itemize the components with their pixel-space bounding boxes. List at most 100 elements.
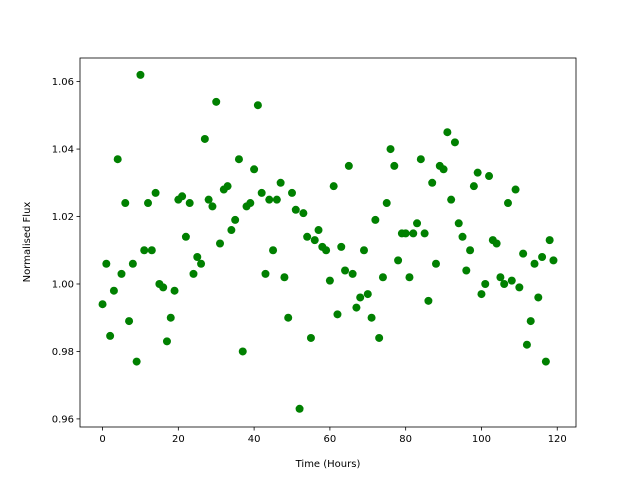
point: [246, 199, 255, 208]
point: [128, 259, 137, 268]
point: [162, 337, 171, 346]
point: [117, 269, 126, 278]
point: [329, 182, 338, 191]
point: [325, 276, 334, 285]
point: [276, 178, 285, 187]
point: [409, 229, 418, 238]
point: [549, 256, 558, 265]
point: [227, 226, 236, 235]
point: [375, 333, 384, 342]
point: [382, 199, 391, 208]
point: [140, 246, 149, 255]
point: [511, 185, 520, 194]
x-tick-label: 80: [399, 434, 412, 445]
point: [462, 266, 471, 275]
point: [159, 283, 168, 292]
point: [454, 219, 463, 228]
point: [166, 313, 175, 322]
point: [394, 256, 403, 265]
point: [416, 155, 425, 164]
point: [522, 340, 531, 349]
point: [269, 246, 278, 255]
point: [371, 215, 380, 224]
point: [492, 239, 501, 248]
point: [519, 249, 528, 258]
point: [132, 357, 141, 366]
point: [356, 293, 365, 302]
point: [359, 246, 368, 255]
point: [344, 161, 353, 170]
point: [534, 293, 543, 302]
x-tick-label: 100: [472, 434, 491, 445]
x-tick-label: 40: [248, 434, 261, 445]
point: [469, 182, 478, 191]
point: [413, 219, 422, 228]
point: [109, 286, 118, 295]
point: [322, 246, 331, 255]
point: [170, 286, 179, 295]
point: [515, 283, 524, 292]
point: [481, 279, 490, 288]
point: [428, 178, 437, 187]
point: [306, 333, 315, 342]
point: [189, 269, 198, 278]
point: [530, 259, 539, 268]
point: [102, 259, 111, 268]
point: [447, 195, 456, 204]
point: [337, 242, 346, 251]
point: [121, 199, 130, 208]
point: [291, 205, 300, 214]
point: [288, 188, 297, 197]
point: [284, 313, 293, 322]
point: [485, 172, 494, 181]
point: [314, 226, 323, 235]
point: [390, 161, 399, 170]
point: [431, 259, 440, 268]
point: [443, 128, 452, 137]
point: [265, 195, 274, 204]
y-tick-label: 0.96: [52, 414, 74, 425]
point: [250, 165, 259, 174]
point: [439, 165, 448, 174]
point: [193, 253, 202, 262]
point: [352, 303, 361, 312]
point: [378, 273, 387, 282]
point: [367, 313, 376, 322]
point: [420, 229, 429, 238]
point: [178, 192, 187, 201]
point: [234, 155, 243, 164]
point: [496, 273, 505, 282]
point: [526, 317, 535, 326]
point: [208, 202, 217, 211]
plot-frame: [79, 57, 577, 428]
point: [231, 215, 240, 224]
point: [223, 182, 232, 191]
y-tick-label: 1.00: [52, 279, 74, 290]
point: [333, 310, 342, 319]
x-tick-label: 20: [172, 434, 185, 445]
point: [181, 232, 190, 241]
point: [473, 168, 482, 177]
point: [541, 357, 550, 366]
y-tick-label: 0.98: [52, 347, 74, 358]
y-tick-label: 1.04: [52, 145, 74, 156]
point: [280, 273, 289, 282]
point: [386, 145, 395, 154]
point: [136, 70, 145, 79]
point: [363, 290, 372, 299]
point: [503, 199, 512, 208]
point: [500, 279, 509, 288]
point: [125, 317, 134, 326]
point: [106, 331, 115, 340]
point: [458, 232, 467, 241]
point: [253, 101, 262, 110]
point: [405, 273, 414, 282]
point: [507, 276, 516, 285]
point: [538, 253, 547, 262]
point: [299, 209, 308, 218]
point: [477, 290, 486, 299]
point: [303, 232, 312, 241]
point: [257, 188, 266, 197]
point: [200, 134, 209, 143]
